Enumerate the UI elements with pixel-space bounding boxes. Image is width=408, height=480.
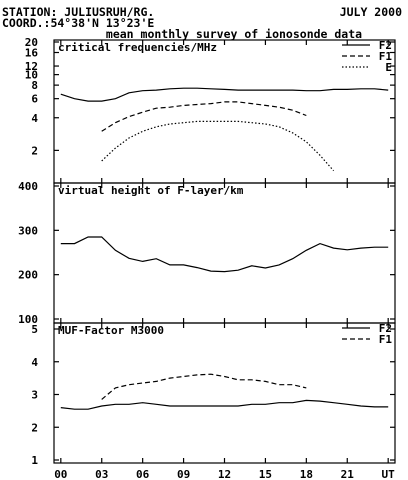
series-line-f1 xyxy=(101,101,307,132)
panel-title: critical frequencies/MHz xyxy=(58,41,217,54)
legend-label-f2: F2 xyxy=(379,39,392,52)
panel-1: 100 200 300 400 virtual height of F-layer/km xyxy=(18,180,396,326)
x-tick-label: 00 xyxy=(54,468,67,480)
legend-label-f1: F1 xyxy=(379,333,393,346)
x-tick-label: 09 xyxy=(177,468,190,480)
y-tick-label: 3 xyxy=(31,389,38,402)
panel-title: virtual height of F-layer/km xyxy=(58,184,244,197)
y-tick-label: 100 xyxy=(18,313,38,326)
y-tick-label: 16 xyxy=(25,47,39,60)
y-tick-label: 2 xyxy=(31,144,38,157)
x-tick-label: 12 xyxy=(218,468,231,480)
x-tick-label: 06 xyxy=(136,468,150,480)
y-tick-label: 12 xyxy=(25,60,38,73)
y-tick-label: 10 xyxy=(25,69,38,82)
panel-frame xyxy=(53,322,396,464)
legend-label-f1: F1 xyxy=(379,50,393,63)
station-label: STATION: JULIUSRUH/RG. xyxy=(2,5,154,19)
series-line-f2 xyxy=(60,399,389,410)
y-tick-label: 300 xyxy=(18,224,38,237)
series-line-f1 xyxy=(101,373,307,400)
y-tick-label: 20 xyxy=(25,36,38,49)
series-line-f2 xyxy=(60,87,389,102)
subtitle-label: mean monthly survey of ionosonde data xyxy=(106,27,362,41)
y-tick-label: 8 xyxy=(31,79,38,92)
legend-label-e: E xyxy=(385,61,392,74)
x-tick-label: UT xyxy=(382,468,396,480)
x-tick-label: 21 xyxy=(341,468,355,480)
legend-label-f2: F2 xyxy=(379,322,392,335)
date-label: JULY 2000 xyxy=(340,5,402,19)
panel-frame xyxy=(53,39,396,184)
panel-frame xyxy=(53,182,396,324)
x-tick-label: 18 xyxy=(300,468,313,480)
x-tick-label: 03 xyxy=(95,468,108,480)
y-tick-label: 5 xyxy=(31,323,38,336)
y-tick-label: 400 xyxy=(18,180,38,193)
y-tick-label: 4 xyxy=(31,356,38,369)
y-tick-label: 2 xyxy=(31,421,38,434)
series-line-0 xyxy=(60,236,389,273)
series-line-e xyxy=(101,120,335,172)
y-tick-label: 4 xyxy=(31,112,38,125)
panel-title: MUF-Factor M3000 xyxy=(58,324,164,337)
x-tick-label: 15 xyxy=(259,468,272,480)
y-tick-label: 6 xyxy=(31,93,38,106)
y-tick-label: 200 xyxy=(18,269,38,282)
coord-label: COORD.:54°38'N 13°23'E xyxy=(2,16,154,30)
y-tick-label: 1 xyxy=(31,454,38,467)
